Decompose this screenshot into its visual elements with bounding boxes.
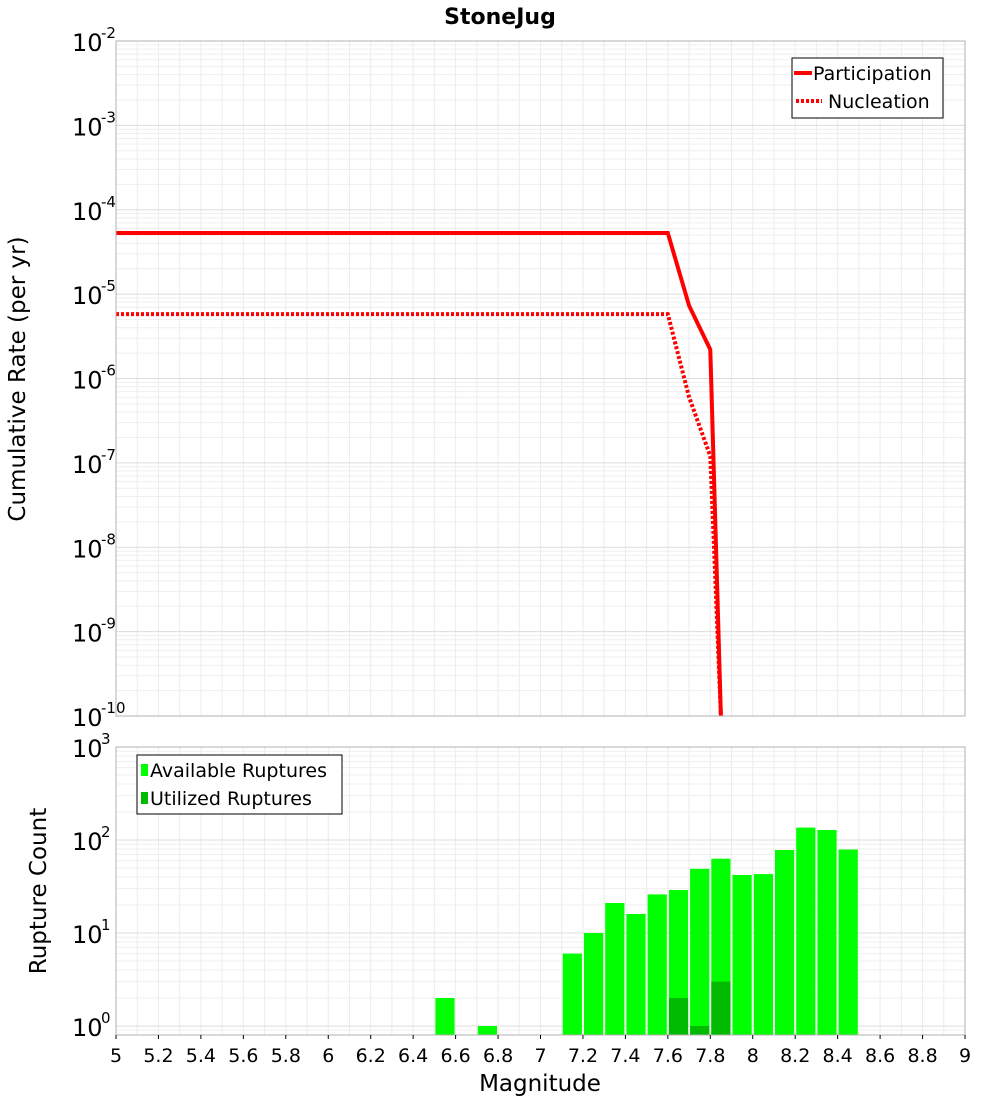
x-axis-label: Magnitude <box>479 1071 601 1097</box>
x-tick-label: 7.2 <box>568 1045 598 1067</box>
x-tick-label: 6.6 <box>440 1045 470 1067</box>
chart-title: StoneJug <box>444 5 556 30</box>
x-tick-label: 8.2 <box>780 1045 810 1067</box>
bottom-bars <box>435 827 858 1035</box>
x-tick-label: 7.6 <box>653 1045 683 1067</box>
top-plot-frame <box>115 40 966 717</box>
top-y-tick-exponent: -10 <box>101 699 126 717</box>
x-tick-label: 7.8 <box>695 1045 725 1067</box>
top-y-tick-exponent: -9 <box>101 615 116 633</box>
top-y-ticks: 10-210-310-410-510-610-710-810-910-10 <box>72 24 126 732</box>
x-ticks: 5 5.2 5.4 5.6 5.8 6 6.2 6.4 6.6 6.8 7 7.2 7.4 7.6 7.8 8… <box>110 1035 971 1067</box>
top-y-tick-base: 10 <box>72 620 103 648</box>
bar-available-ruptures <box>584 933 604 1035</box>
bar-available-ruptures <box>690 868 710 1035</box>
bar-available-ruptures <box>435 998 455 1035</box>
legend-utilized-label: Utilized Ruptures <box>150 788 312 810</box>
x-tick-label: 8.6 <box>865 1045 895 1067</box>
bottom-y-tick-base: 10 <box>72 921 103 949</box>
x-tick-label: 7 <box>534 1045 546 1067</box>
series-line-participation <box>116 231 723 717</box>
top-y-tick-exponent: -8 <box>101 530 116 548</box>
x-tick-label: 5 <box>110 1045 122 1067</box>
top-y-tick-base: 10 <box>72 704 103 732</box>
top-y-tick-exponent: -7 <box>101 446 116 464</box>
legend-available-swatch <box>141 764 148 776</box>
top-grid <box>115 41 966 717</box>
bottom-legend: Available Ruptures Utilized Ruptures <box>136 754 343 815</box>
top-series <box>116 231 723 717</box>
x-tick-label: 8.8 <box>907 1045 937 1067</box>
bar-available-ruptures <box>775 850 795 1035</box>
bar-available-ruptures <box>605 903 625 1035</box>
x-tick-label: 5.2 <box>143 1045 173 1067</box>
x-tick-label: 6.4 <box>398 1045 428 1067</box>
x-tick-label: 5.8 <box>271 1045 301 1067</box>
x-tick-label: 6.2 <box>356 1045 386 1067</box>
bottom-y-tick-base: 10 <box>72 1014 103 1042</box>
legend-participation-label: Participation <box>813 63 932 85</box>
bar-available-ruptures <box>732 875 752 1035</box>
bar-utilized-ruptures <box>690 1026 710 1035</box>
bar-available-ruptures <box>626 914 646 1035</box>
legend-utilized-swatch <box>141 792 148 804</box>
bar-available-ruptures <box>647 894 667 1035</box>
bottom-y-axis-label: Rupture Count <box>26 808 52 974</box>
top-y-tick-base: 10 <box>72 29 103 57</box>
bottom-y-tick-base: 10 <box>72 828 103 856</box>
bottom-y-tick-exponent: 2 <box>101 823 111 841</box>
bar-available-ruptures <box>838 849 858 1035</box>
bar-utilized-ruptures <box>668 998 689 1035</box>
top-y-tick-exponent: -6 <box>101 362 116 380</box>
bar-available-ruptures <box>753 874 773 1035</box>
x-tick-label: 5.4 <box>186 1045 216 1067</box>
cumulative-rate-panel: 10-210-310-410-510-610-710-810-910-10 Cu… <box>5 24 966 732</box>
x-tick-label: 7.4 <box>610 1045 640 1067</box>
bottom-y-tick-base: 10 <box>72 735 103 763</box>
top-y-tick-exponent: -4 <box>101 193 116 211</box>
x-tick-label: 8.4 <box>823 1045 853 1067</box>
bottom-y-tick-exponent: 0 <box>101 1009 111 1027</box>
top-y-tick-base: 10 <box>72 367 103 395</box>
top-y-tick-exponent: -5 <box>101 277 116 295</box>
x-tick-label: 8 <box>747 1045 759 1067</box>
bar-available-ruptures <box>477 1026 497 1035</box>
top-y-tick-base: 10 <box>72 282 103 310</box>
top-legend-box <box>791 57 944 119</box>
top-y-tick-exponent: -3 <box>101 108 116 126</box>
top-y-tick-base: 10 <box>72 451 103 479</box>
bar-available-ruptures <box>817 830 837 1035</box>
legend-nucleation-label: Nucleation <box>828 91 930 113</box>
x-tick-label: 5.6 <box>228 1045 258 1067</box>
x-tick-label: 6.8 <box>483 1045 513 1067</box>
top-y-tick-base: 10 <box>72 113 103 141</box>
bar-utilized-ruptures <box>711 981 731 1035</box>
legend-available-label: Available Ruptures <box>150 760 327 782</box>
x-tick-label: 6 <box>322 1045 334 1067</box>
bottom-legend-box <box>136 754 343 815</box>
top-y-tick-base: 10 <box>72 198 103 226</box>
x-tick-label: 9 <box>959 1045 971 1067</box>
series-line-nucleation <box>116 312 723 717</box>
bottom-y-tick-exponent: 3 <box>101 730 111 748</box>
top-y-axis-label: Cumulative Rate (per yr) <box>5 236 31 521</box>
top-y-tick-exponent: -2 <box>101 24 116 42</box>
bottom-y-tick-exponent: 1 <box>101 916 111 934</box>
top-legend: Participation Nucleation <box>791 57 944 119</box>
bar-available-ruptures <box>796 827 816 1035</box>
top-y-tick-base: 10 <box>72 535 103 563</box>
bar-available-ruptures <box>562 953 582 1035</box>
